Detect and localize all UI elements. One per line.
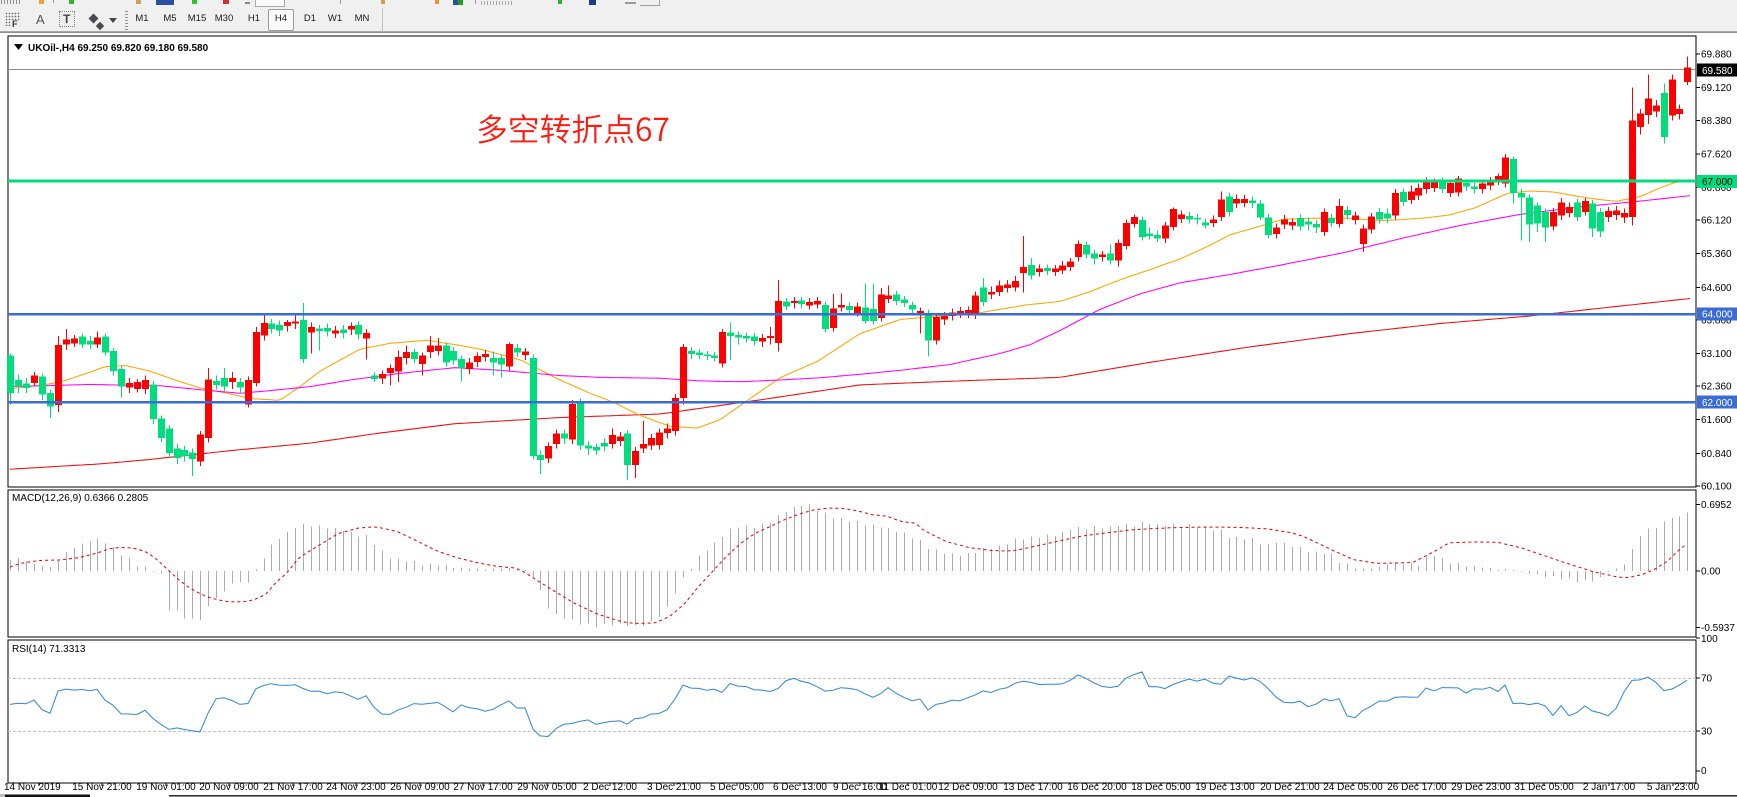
svg-text:64.000: 64.000 <box>1702 310 1733 321</box>
svg-text:26 Dec 17:00: 26 Dec 17:00 <box>1387 782 1447 793</box>
svg-text:27 Nov 17:00: 27 Nov 17:00 <box>453 782 513 793</box>
svg-text:62.360: 62.360 <box>1701 382 1732 393</box>
svg-text:61.600: 61.600 <box>1701 415 1732 426</box>
svg-text:67.000: 67.000 <box>1702 177 1733 188</box>
svg-text:29 Nov 05:00: 29 Nov 05:00 <box>517 782 577 793</box>
svg-text:100: 100 <box>1701 634 1718 645</box>
svg-text:21 Nov 17:00: 21 Nov 17:00 <box>263 782 323 793</box>
svg-text:19 Nov 01:00: 19 Nov 01:00 <box>136 782 196 793</box>
svg-text:6 Dec 13:00: 6 Dec 13:00 <box>773 782 827 793</box>
svg-text:29 Dec 23:00: 29 Dec 23:00 <box>1451 782 1511 793</box>
svg-text:60.840: 60.840 <box>1701 449 1732 460</box>
svg-text:0.6952: 0.6952 <box>1701 500 1732 511</box>
svg-text:20 Dec 21:00: 20 Dec 21:00 <box>1260 782 1320 793</box>
svg-text:64.600: 64.600 <box>1701 283 1732 294</box>
svg-text:31 Dec 05:00: 31 Dec 05:00 <box>1514 782 1574 793</box>
svg-text:62.000: 62.000 <box>1702 398 1733 409</box>
svg-text:68.380: 68.380 <box>1701 116 1732 127</box>
svg-text:63.860: 63.860 <box>1701 315 1732 326</box>
svg-text:69.880: 69.880 <box>1701 50 1732 61</box>
svg-text:66.860: 66.860 <box>1701 183 1732 194</box>
svg-text:66.120: 66.120 <box>1701 216 1732 227</box>
svg-text:2 Dec 12:00: 2 Dec 12:00 <box>583 782 637 793</box>
svg-text:24 Nov 23:00: 24 Nov 23:00 <box>326 782 386 793</box>
svg-text:69.120: 69.120 <box>1701 83 1732 94</box>
svg-text:13 Dec 17:00: 13 Dec 17:00 <box>1003 782 1063 793</box>
svg-text:14 Nov 2019: 14 Nov 2019 <box>4 782 61 793</box>
svg-text:9 Dec 16:00: 9 Dec 16:00 <box>833 782 887 793</box>
svg-text:20 Nov 09:00: 20 Nov 09:00 <box>199 782 259 793</box>
svg-text:60.100: 60.100 <box>1701 482 1732 493</box>
svg-text:18 Dec 05:00: 18 Dec 05:00 <box>1131 782 1191 793</box>
svg-text:0: 0 <box>1701 766 1707 777</box>
svg-text:RSI(14) 71.3313: RSI(14) 71.3313 <box>12 644 86 655</box>
svg-text:63.100: 63.100 <box>1701 349 1732 360</box>
svg-text:24 Dec 05:00: 24 Dec 05:00 <box>1323 782 1383 793</box>
svg-text:30: 30 <box>1701 727 1713 738</box>
svg-text:65.360: 65.360 <box>1701 249 1732 260</box>
svg-text:5 Dec 05:00: 5 Dec 05:00 <box>710 782 764 793</box>
svg-text:12 Dec 09:00: 12 Dec 09:00 <box>938 782 998 793</box>
svg-text:5 Jan 23:00: 5 Jan 23:00 <box>1647 782 1700 793</box>
svg-text:15 Nov 21:00: 15 Nov 21:00 <box>72 782 132 793</box>
svg-text:69.580: 69.580 <box>1702 66 1733 77</box>
svg-text:26 Nov 09:00: 26 Nov 09:00 <box>390 782 450 793</box>
svg-text:MACD(12,26,9) 0.6366 0.2805: MACD(12,26,9) 0.6366 0.2805 <box>12 493 149 504</box>
svg-text:0.00: 0.00 <box>1701 567 1721 578</box>
svg-text:67.620: 67.620 <box>1701 149 1732 160</box>
svg-text:70: 70 <box>1701 674 1713 685</box>
svg-text:2 Jan 17:00: 2 Jan 17:00 <box>1583 782 1636 793</box>
svg-text:UKOil-,H4 69.250 69.820 69.18: UKOil-,H4 69.250 69.820 69.180 69.580 <box>28 43 209 54</box>
svg-text:19 Dec 13:00: 19 Dec 13:00 <box>1195 782 1255 793</box>
svg-text:16 Dec 20:00: 16 Dec 20:00 <box>1067 782 1127 793</box>
svg-text:11 Dec 01:00: 11 Dec 01:00 <box>879 782 938 793</box>
svg-text:-0.5937: -0.5937 <box>1701 623 1735 634</box>
svg-text:3 Dec 21:00: 3 Dec 21:00 <box>647 782 701 793</box>
